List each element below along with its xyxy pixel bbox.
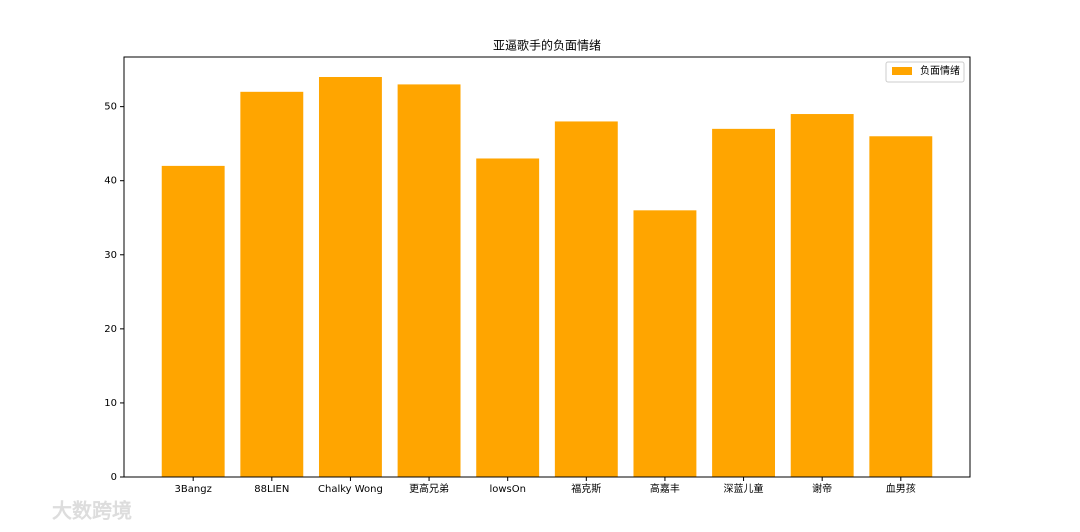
bar (476, 158, 540, 477)
legend-label: 负面情绪 (920, 64, 960, 77)
bar (397, 84, 461, 477)
bar (712, 128, 776, 477)
bar (790, 114, 854, 477)
watermark: 大数跨境 (52, 499, 132, 523)
x-tick-label: 福克斯 (571, 482, 601, 495)
x-tick-label: 3Bangz (175, 484, 212, 495)
x-tick-label: 血男孩 (886, 482, 916, 495)
y-tick-label: 20 (104, 324, 117, 335)
y-tick-label: 30 (104, 250, 117, 261)
bar (554, 121, 618, 477)
chart-title: 亚逼歌手的负面情绪 (493, 38, 601, 53)
legend-swatch (892, 67, 912, 75)
bar (633, 210, 697, 478)
bar (161, 165, 225, 477)
x-tick-label: 高嘉丰 (650, 482, 680, 495)
y-tick-label: 40 (104, 176, 117, 187)
axes-frame (123, 56, 971, 478)
bar (318, 77, 382, 477)
x-tick-label: lowsOn (489, 484, 526, 495)
x-tick-label: 更高兄弟 (409, 482, 449, 495)
x-tick-label: 谢帝 (812, 482, 832, 495)
x-tick-label: 88LIEN (254, 484, 289, 495)
bar (240, 91, 304, 477)
y-tick-label: 0 (111, 472, 117, 483)
bar (869, 136, 933, 477)
x-tick-label: 深蓝儿童 (724, 482, 764, 495)
y-tick-label: 10 (104, 398, 117, 409)
x-tick-label: Chalky Wong (318, 484, 383, 495)
y-tick-label: 50 (104, 102, 117, 113)
